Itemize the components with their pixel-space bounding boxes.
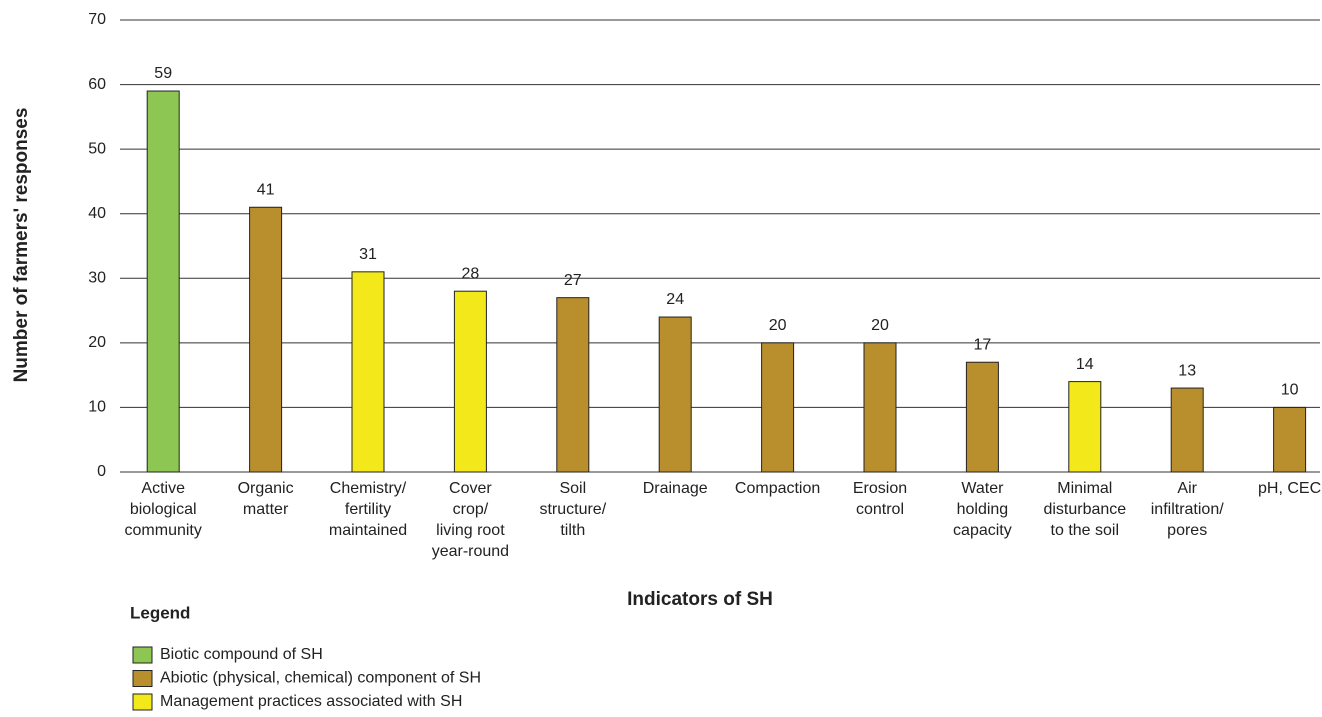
legend-swatch	[132, 693, 153, 711]
x-tick-label: Drainage	[643, 480, 708, 497]
value-label: 59	[154, 65, 172, 82]
x-tick-label: Organic	[238, 480, 294, 497]
bar	[863, 342, 897, 473]
value-label: 24	[666, 291, 684, 308]
x-tick-label: disturbance	[1043, 501, 1126, 518]
x-tick-label: control	[856, 501, 904, 518]
bar	[146, 90, 180, 473]
x-tick-label: pores	[1167, 522, 1207, 539]
x-tick-label: maintained	[329, 522, 407, 539]
value-label: 28	[462, 265, 480, 282]
y-tick-label: 70	[88, 11, 106, 28]
x-tick-label: Erosion	[853, 480, 907, 497]
x-tick-label: Soil	[559, 480, 586, 497]
bar	[351, 271, 385, 473]
x-tick-label: matter	[243, 501, 289, 518]
x-tick-label: living root	[436, 522, 505, 539]
bar	[965, 361, 999, 473]
x-tick-label: year-round	[432, 543, 509, 560]
value-label: 41	[257, 181, 275, 198]
legend-swatch	[132, 670, 153, 687]
value-label: 10	[1281, 382, 1299, 399]
value-label: 31	[359, 246, 377, 263]
x-tick-label: Air	[1177, 480, 1197, 497]
y-tick-label: 60	[88, 76, 106, 93]
bar	[249, 206, 283, 473]
x-tick-label: tilth	[560, 522, 585, 539]
legend-title: Legend	[130, 603, 190, 622]
x-tick-label: biological	[130, 501, 197, 518]
x-axis-label: Indicators of SH	[627, 589, 773, 610]
bar	[1170, 387, 1204, 473]
legend-swatch	[132, 646, 153, 664]
y-tick-label: 30	[88, 270, 106, 287]
legend-label: Management practices associated with SH	[160, 693, 462, 710]
x-tick-label: to the soil	[1051, 522, 1119, 539]
legend-label: Biotic compound of SH	[160, 646, 323, 663]
x-tick-label: structure/	[539, 501, 606, 518]
x-tick-label: Cover	[449, 480, 492, 497]
y-tick-label: 0	[97, 463, 106, 480]
value-label: 14	[1076, 356, 1094, 373]
y-tick-label: 50	[88, 140, 106, 157]
y-axis-label: Number of farmers' responses	[11, 108, 32, 383]
x-tick-label: crop/	[453, 501, 489, 518]
bar	[1068, 381, 1102, 473]
y-tick-label: 40	[88, 205, 106, 222]
x-tick-label: pH, CEC	[1258, 480, 1321, 497]
bar	[658, 316, 692, 473]
value-label: 20	[769, 317, 787, 334]
x-tick-label: capacity	[953, 522, 1012, 539]
x-tick-label: holding	[957, 501, 1009, 518]
bar	[453, 290, 487, 473]
value-label: 13	[1178, 362, 1196, 379]
x-tick-label: Compaction	[735, 480, 820, 497]
y-tick-label: 10	[88, 399, 106, 416]
x-tick-label: Water	[961, 480, 1004, 497]
legend-label: Abiotic (physical, chemical) component o…	[160, 670, 481, 687]
x-tick-label: community	[125, 522, 202, 539]
bar	[761, 342, 795, 473]
value-label: 27	[564, 272, 582, 289]
value-label: 20	[871, 317, 889, 334]
x-tick-label: Minimal	[1057, 480, 1112, 497]
value-label: 17	[974, 336, 992, 353]
bar	[1273, 406, 1307, 473]
y-tick-label: 20	[88, 334, 106, 351]
x-tick-label: fertility	[345, 501, 391, 518]
x-tick-label: Active	[141, 480, 185, 497]
bar	[556, 297, 590, 473]
x-tick-label: Chemistry/	[330, 480, 407, 497]
x-tick-label: infiltration/	[1151, 501, 1224, 518]
